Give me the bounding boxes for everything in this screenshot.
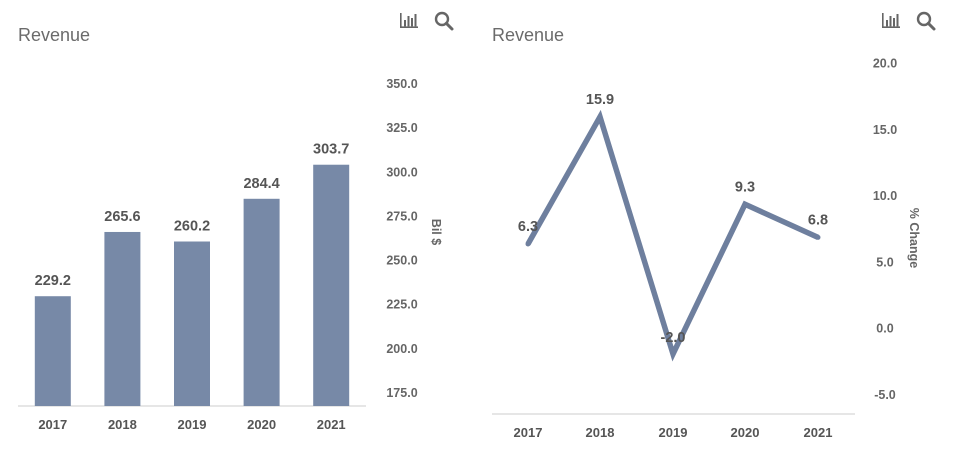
bar <box>243 198 280 406</box>
data-label: 260.2 <box>174 218 210 234</box>
y-tick-label: -5.0 <box>874 388 896 402</box>
data-label: 229.2 <box>35 273 71 289</box>
chart-title: Revenue <box>492 25 565 45</box>
data-label: 303.7 <box>313 142 349 158</box>
x-tick-label: 2021 <box>804 425 833 440</box>
chart-title: Revenue <box>18 25 91 45</box>
bar-chart-icon[interactable] <box>398 10 420 32</box>
data-label: -2.0 <box>661 330 686 346</box>
y-tick-label: 5.0 <box>876 255 893 269</box>
data-label: 6.3 <box>518 219 538 235</box>
x-tick-label: 2017 <box>514 425 543 440</box>
y-tick-label: 175.0 <box>386 386 417 400</box>
y-tick-label: 15.0 <box>873 123 897 137</box>
data-label: 284.4 <box>243 176 279 192</box>
x-tick-label: 2020 <box>731 425 760 440</box>
y-tick-label: 225.0 <box>386 298 417 312</box>
y-tick-label: 200.0 <box>386 342 417 356</box>
y-tick-label: 275.0 <box>386 209 417 223</box>
revenue-bar-chart-panel: Revenue 229.2 2017 265.6 2018 260.2 2019 284.4… <box>0 0 470 462</box>
x-tick-label: 2021 <box>317 417 346 432</box>
line-chart-plot: 6.3 2017 15.9 2018 -2.0 2019 9.3 2020 6.8 2021 -5.… <box>492 57 921 440</box>
bar <box>313 164 350 406</box>
revenue-change-line-chart-panel: Revenue 6.3 2017 15.9 2018 -2.0 2019 9.3 2020 6.… <box>474 0 958 462</box>
y-tick-label: 325.0 <box>386 121 417 135</box>
y-tick-label: 350.0 <box>386 77 417 91</box>
bar-chart-icon[interactable] <box>880 10 902 32</box>
data-point <box>525 241 531 247</box>
data-label: 9.3 <box>735 179 755 195</box>
series-line <box>525 109 820 362</box>
data-point <box>742 201 748 207</box>
data-label: 265.6 <box>104 209 140 225</box>
y-tick-label: 300.0 <box>386 165 417 179</box>
search-icon[interactable] <box>915 10 937 32</box>
bar <box>104 231 141 406</box>
y-tick-label: 250.0 <box>386 254 417 268</box>
x-tick-label: 2018 <box>108 417 137 432</box>
x-tick-label: 2019 <box>659 425 688 440</box>
data-point <box>670 351 676 357</box>
x-tick-label: 2017 <box>38 417 67 432</box>
search-icon[interactable] <box>433 10 455 32</box>
bar <box>174 241 210 406</box>
bar-chart-plot: 229.2 2017 265.6 2018 260.2 2019 284.4 2020 303.… <box>18 77 443 432</box>
data-point <box>815 234 821 240</box>
data-point <box>597 114 603 120</box>
y-tick-label: 10.0 <box>873 189 897 203</box>
data-label: 6.8 <box>808 212 828 228</box>
y-tick-label: 0.0 <box>876 322 893 336</box>
x-tick-label: 2020 <box>247 417 276 432</box>
x-tick-label: 2018 <box>586 425 615 440</box>
y-tick-label: 20.0 <box>873 57 897 71</box>
y-axis-label: Bil $ <box>429 219 443 245</box>
x-tick-label: 2019 <box>178 417 207 432</box>
bar <box>34 296 71 406</box>
data-label: 15.9 <box>586 92 614 108</box>
y-axis-label: % Change <box>907 208 921 268</box>
